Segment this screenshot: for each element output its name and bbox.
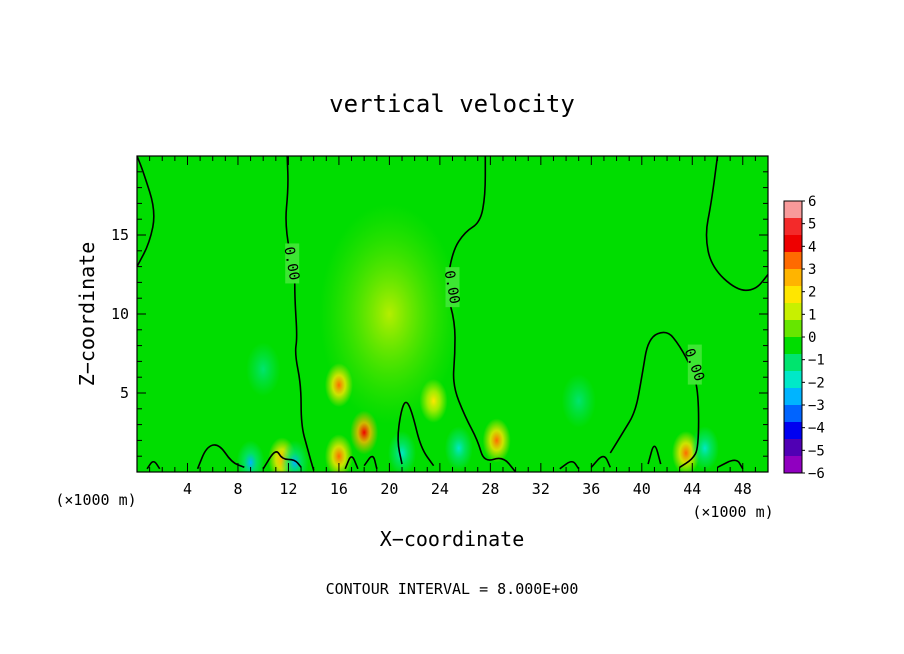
contour-label: 0.00 [441,269,463,305]
x-tick-label: 32 [532,480,550,498]
colorbar-swatch [784,439,802,457]
x-axis-label: X−coordinate [380,527,525,551]
downdraft-cell [280,440,309,472]
colorbar-label: −1 [808,353,825,369]
colorbar-swatch [784,422,802,440]
contour-interval-label: CONTOUR INTERVAL = 8.000E+00 [326,580,579,598]
updraft-cell [482,418,511,463]
colorbar-swatch [784,320,802,338]
contour-label-background [285,243,300,284]
zero-contour-line [705,156,768,292]
x-tick-label: 28 [481,480,499,498]
updraft-cell [324,363,353,408]
colorbar-swatch [784,456,802,474]
colorbar: 6 5 4 3 2 1 0 −1 −2 −3 −4 −5 −6 [783,194,825,482]
colorbar-swatch [784,388,802,406]
colorbar-swatch [784,354,802,372]
downdraft-cell [236,440,265,472]
x-tick-label: 12 [279,480,297,498]
zero-contour-line [647,445,662,465]
colorbar-swatch [784,371,802,389]
y-tick-label: 15 [111,226,129,244]
zero-contour-line [447,156,517,472]
contour-label-background [687,344,702,385]
colorbar-label: 4 [808,239,816,255]
chart-title: vertical velocity [329,90,575,118]
y-axis-label: Z−coordinate [75,242,99,387]
colorbar-swatch [784,252,802,270]
zero-contour-line [137,156,155,267]
zero-contour-line [609,331,700,468]
x-tick-label: 40 [633,480,651,498]
x-unit-left: (×1000 m) [55,491,136,509]
downdraft-cell [690,426,719,471]
colorbar-swatch [784,235,802,253]
updraft-cell [419,378,448,423]
colorbar-swatch [784,201,802,219]
x-unit-right: (×1000 m) [692,503,773,521]
colorbar-label: −6 [808,466,825,482]
colorbar-label: −3 [808,398,825,414]
colorbar-label: 3 [808,262,816,278]
colorbar-swatch [784,303,802,321]
colorbar-label: 2 [808,285,816,301]
x-tick-label: 24 [431,480,449,498]
zero-contours [137,156,768,472]
x-tick-label: 16 [330,480,348,498]
colorbar-swatch [784,269,802,287]
velocity-field [225,204,719,472]
colorbar-label: −4 [808,421,825,437]
downdraft-cell [444,426,473,471]
y-tick-label: 10 [111,305,129,323]
x-tick-label: 44 [683,480,701,498]
updraft-cell [350,410,379,455]
y-axis-ticks: 5 10 15 [111,171,768,457]
downdraft-cell [540,340,617,461]
colorbar-label: 1 [808,307,816,323]
contour-label-background [445,267,460,308]
updraft-cell [324,434,353,472]
colorbar-label: 5 [808,217,816,233]
colorbar-swatch [784,286,802,304]
y-tick-label: 5 [120,384,129,402]
zero-contour-line [196,444,245,470]
colorbar-swatch [784,218,802,236]
zero-contour-line [344,456,359,470]
x-tick-label: 4 [183,480,192,498]
zero-contour-line [146,460,161,470]
colorbar-label: −2 [808,375,825,391]
colorbar-label: 6 [808,194,816,210]
zero-contour-line [559,460,580,470]
colorbar-swatch [784,405,802,423]
colorbar-label: −5 [808,443,825,459]
x-tick-label: 8 [233,480,242,498]
zero-contour-line [397,401,435,467]
warm-plume [319,204,460,424]
downdraft-cell [388,431,417,472]
downdraft-cell [225,309,302,430]
zero-contour-line [285,156,315,471]
zero-contour-line [262,451,302,470]
zero-contour-line [590,455,612,468]
colorbar-label: 0 [808,330,816,346]
x-tick-label: 36 [582,480,600,498]
zero-contour-line [363,455,378,469]
x-tick-label: 20 [380,480,398,498]
contour-label: 0.00 [280,246,302,282]
zero-contour-line [717,459,744,470]
colorbar-swatch [784,337,802,355]
x-axis-ticks: 4 8 12 16 20 24 28 32 36 40 44 48 [149,156,756,498]
x-tick-label: 48 [734,480,752,498]
